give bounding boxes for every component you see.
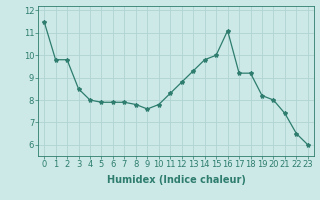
X-axis label: Humidex (Indice chaleur): Humidex (Indice chaleur) xyxy=(107,175,245,185)
